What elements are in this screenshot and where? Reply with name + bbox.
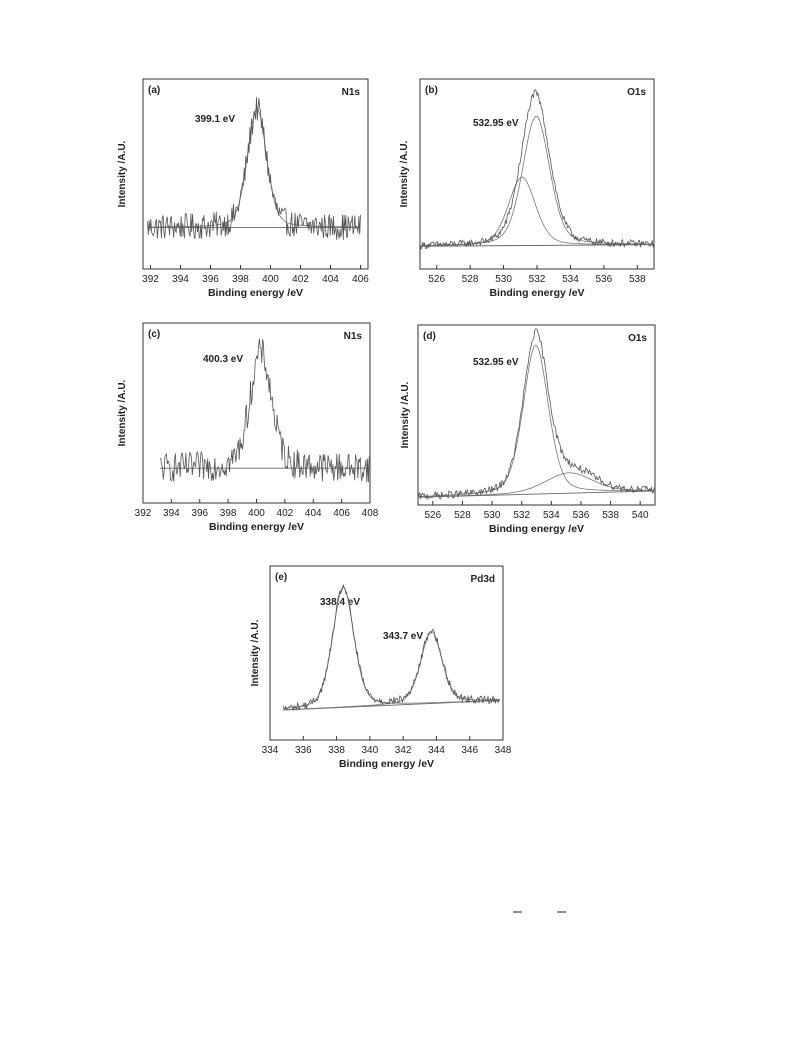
x-tick-label: 394 — [163, 508, 180, 519]
panel-label: (a) — [148, 85, 160, 96]
x-tick-label: 406 — [333, 508, 350, 519]
measured-spectrum — [159, 338, 371, 483]
x-axis-label: Binding energy /eV — [339, 758, 434, 770]
x-tick-label: 402 — [277, 508, 294, 519]
x-axis-label: Binding energy /eV — [209, 521, 304, 533]
chart-panel-b: 526 528 530 532 534 536 538 Binding energy /eV I… — [399, 78, 655, 299]
element-label: Pd3d — [471, 574, 495, 585]
x-tick-label: 530 — [484, 510, 501, 521]
x-tick-label: 402 — [292, 274, 309, 285]
x-tick-label: 538 — [629, 274, 646, 285]
peak-label: 343.7 eV — [383, 631, 423, 642]
measured-spectrum — [282, 584, 500, 711]
x-tick-label: 528 — [462, 274, 479, 285]
y-axis-label: Intensity /A.U. — [400, 381, 411, 448]
chart-panel-c: 392 394 396 398 400 402 404 406 408 Binding energ… — [117, 322, 379, 533]
x-tick-label: 346 — [461, 745, 478, 756]
x-tick-label: 404 — [322, 274, 339, 285]
panel-label: (e) — [275, 572, 287, 583]
x-axis-label: Binding energy /eV — [489, 523, 584, 535]
element-label: O1s — [627, 87, 646, 98]
measured-spectrum — [419, 89, 655, 250]
x-tick-label: 408 — [362, 508, 379, 519]
x-tick-label: 534 — [543, 510, 560, 521]
x-axis-label: Binding energy /eV — [489, 287, 584, 299]
plot-frame — [269, 565, 504, 741]
plot-frame — [417, 324, 656, 506]
x-tick-label: 348 — [495, 745, 512, 756]
fit-component-curve — [417, 345, 656, 497]
y-axis-label: Intensity /A.U. — [250, 619, 261, 686]
x-tick-label: 344 — [428, 745, 445, 756]
y-axis-label: Intensity /A.U. — [117, 140, 128, 207]
x-tick-label: 526 — [424, 510, 441, 521]
element-label: N1s — [344, 331, 363, 342]
x-tick-label: 526 — [428, 274, 445, 285]
x-tick-label: 394 — [172, 274, 189, 285]
plot-frame — [142, 322, 371, 504]
x-tick-label: 528 — [454, 510, 471, 521]
x-tick-label: 404 — [305, 508, 322, 519]
peak-label: 338.4 eV — [320, 597, 360, 608]
element-label: N1s — [342, 87, 361, 98]
panel-label: (d) — [423, 331, 436, 342]
x-tick-label: 398 — [232, 274, 249, 285]
peak-label: 532.95 eV — [473, 357, 519, 368]
x-tick-label: 536 — [573, 510, 590, 521]
x-tick-label: 400 — [262, 274, 279, 285]
fit-component-curve — [283, 587, 500, 709]
x-tick-label: 532 — [529, 274, 546, 285]
x-tick-label: 398 — [220, 508, 237, 519]
plot-frame — [142, 78, 369, 270]
x-tick-label: 340 — [362, 745, 379, 756]
x-tick-label: 396 — [202, 274, 219, 285]
x-tick-label: 538 — [602, 510, 619, 521]
fit-component-curve — [420, 115, 654, 246]
x-tick-label: 530 — [495, 274, 512, 285]
x-tick-label: 334 — [262, 745, 279, 756]
measured-spectrum — [147, 97, 361, 240]
fit-component-curve — [147, 108, 361, 228]
peak-label: 400.3 eV — [203, 354, 243, 365]
panel-label: (c) — [148, 329, 160, 340]
x-tick-label: 392 — [135, 508, 152, 519]
x-tick-label: 406 — [352, 274, 369, 285]
x-tick-label: 342 — [395, 745, 412, 756]
x-tick-label: 540 — [632, 510, 649, 521]
x-axis-label: Binding energy /eV — [208, 287, 303, 299]
x-tick-label: 536 — [596, 274, 613, 285]
x-tick-label: 338 — [328, 745, 345, 756]
chart-panel-d: 526 528 530 532 534 536 538 540 Binding energy /… — [400, 324, 656, 535]
y-axis-label: Intensity /A.U. — [117, 379, 128, 446]
y-axis-label: Intensity /A.U. — [399, 140, 410, 207]
fit-component-curve — [420, 176, 654, 247]
x-tick-label: 400 — [248, 508, 265, 519]
x-tick-label: 532 — [513, 510, 530, 521]
plot-frame — [419, 78, 655, 270]
peak-label: 399.1 eV — [195, 114, 235, 125]
chart-panel-a: 392 394 396 398 400 402 404 406 Binding energy /… — [117, 78, 369, 299]
x-tick-label: 396 — [191, 508, 208, 519]
panel-label: (b) — [425, 85, 438, 96]
element-label: O1s — [628, 333, 647, 344]
x-tick-label: 336 — [295, 745, 312, 756]
fit-component-curve — [283, 630, 500, 711]
peak-label: 532.95 eV — [473, 118, 519, 129]
x-tick-label: 392 — [142, 274, 159, 285]
chart-panel-e: 334 336 338 340 342 344 346 348 Binding energy /… — [250, 565, 512, 770]
measured-spectrum — [417, 328, 656, 501]
x-tick-label: 534 — [562, 274, 579, 285]
